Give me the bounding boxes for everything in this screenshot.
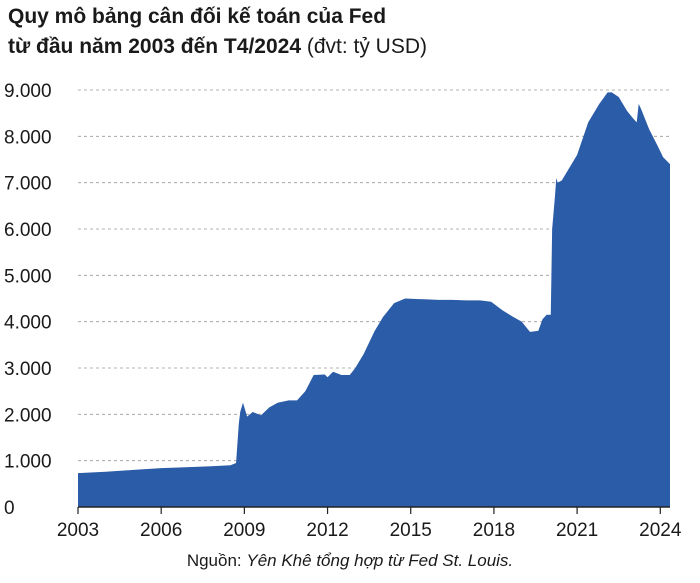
y-tick-label: 2.000 xyxy=(4,405,52,426)
chart-title: Quy mô bảng cân đối kế toán của Fed từ đ… xyxy=(8,2,698,62)
source-label: Nguồn: xyxy=(186,551,247,570)
x-tick-label: 2006 xyxy=(140,520,182,541)
title-unit: (đvt: tỷ USD) xyxy=(301,35,428,58)
x-tick-label: 2012 xyxy=(306,520,348,541)
y-tick-label: 3.000 xyxy=(4,359,52,380)
tick-labels: 0 1.000 2.000 3.000 4.000 5.000 6.000 7.000 8.00… xyxy=(4,81,682,541)
x-tick-label: 2018 xyxy=(473,520,515,541)
y-tick-label: 6.000 xyxy=(4,220,52,241)
y-tick-label: 9.000 xyxy=(4,81,52,102)
x-tick-label: 2009 xyxy=(223,520,265,541)
y-tick-label: 0 xyxy=(4,498,15,519)
y-tick-label: 4.000 xyxy=(4,313,52,334)
y-tick-label: 5.000 xyxy=(4,266,52,287)
y-tick-label: 7.000 xyxy=(4,174,52,195)
title-line-1: Quy mô bảng cân đối kế toán của Fed xyxy=(8,5,387,28)
axes xyxy=(77,506,670,514)
x-tick-label: 2024 xyxy=(639,520,682,541)
y-tick-label: 1.000 xyxy=(4,452,52,473)
source-text: Yên Khê tổng hợp từ Fed St. Louis. xyxy=(246,551,514,570)
plot-area xyxy=(78,92,670,507)
title-line-2: từ đầu năm 2003 đến T4/2024 (đvt: tỷ USD… xyxy=(8,32,698,62)
source-note: Nguồn: Yên Khê tổng hợp từ Fed St. Louis… xyxy=(0,551,700,571)
title-period: từ đầu năm 2003 đến T4/2024 xyxy=(8,35,301,58)
area-series xyxy=(78,92,670,507)
x-tick-label: 2003 xyxy=(57,520,99,541)
x-tick-label: 2021 xyxy=(556,520,598,541)
y-tick-label: 8.000 xyxy=(4,127,52,148)
x-tick-label: 2015 xyxy=(390,520,432,541)
